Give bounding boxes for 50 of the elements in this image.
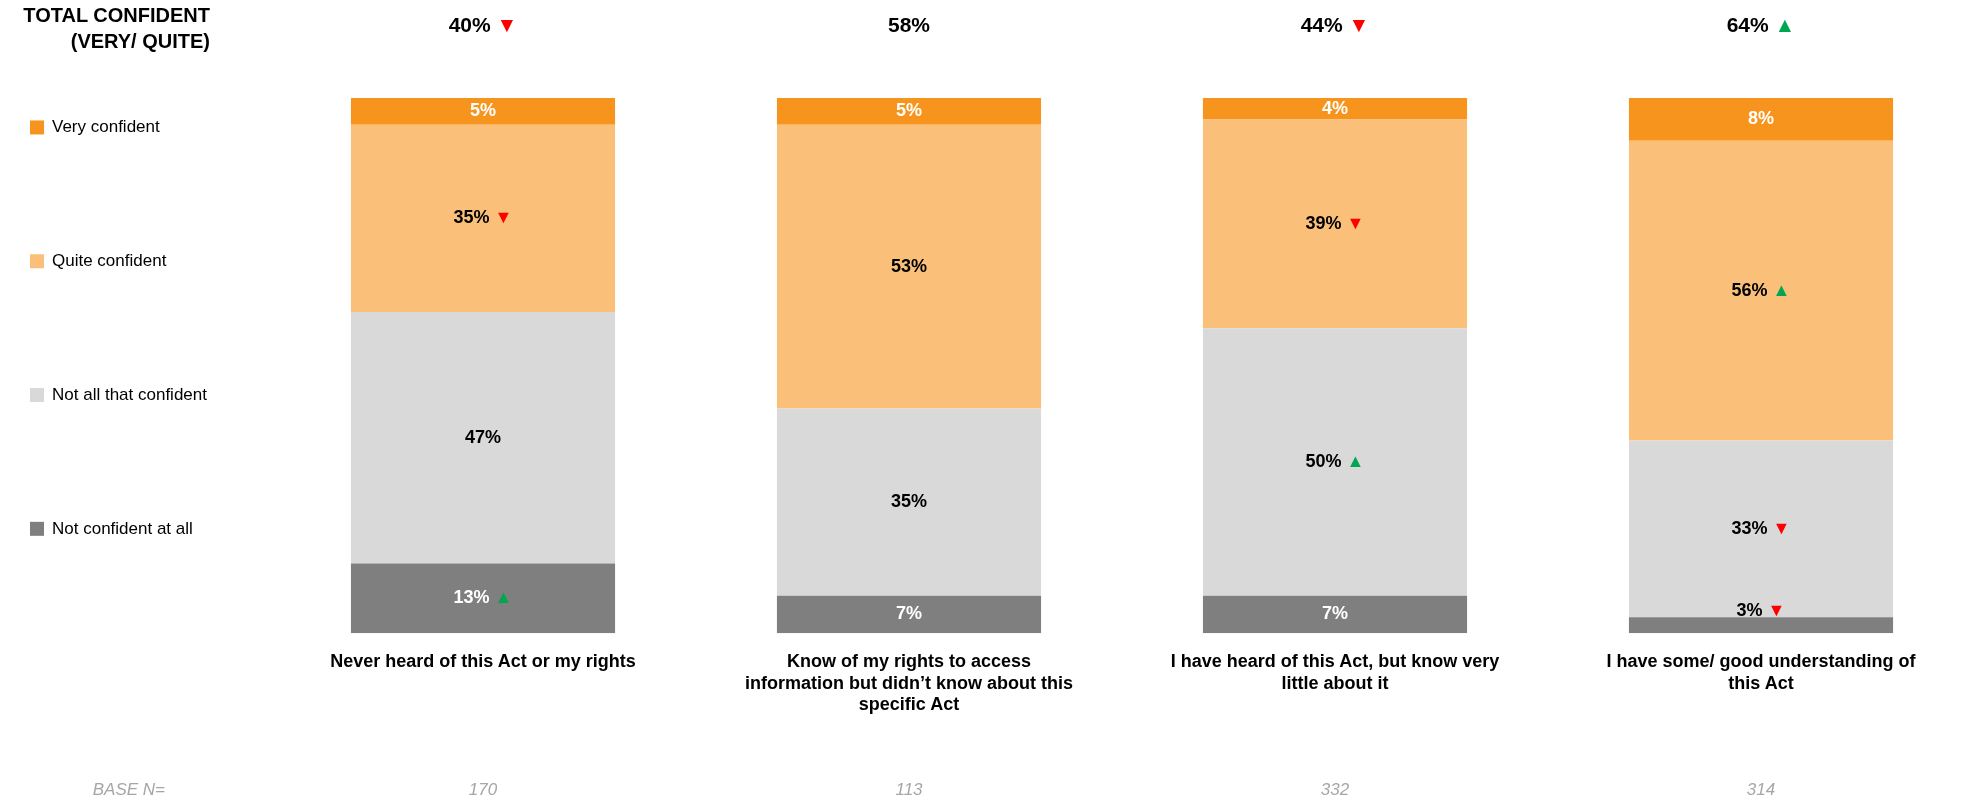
data-label: 5% [895, 100, 923, 121]
text: TOTAL CONFIDENT (VERY/ QUITE) [23, 3, 210, 52]
data-label: 4% [1321, 97, 1349, 118]
data-label: 35% [890, 491, 928, 512]
text: 40% ▼ [448, 12, 518, 36]
bar [1628, 140, 1894, 441]
bar [776, 408, 1042, 596]
legend-label: Quite confident [52, 250, 167, 270]
bar [1628, 98, 1894, 141]
x-tick-label: Know of my rights to access information but didn’t know about this specific Act [745, 650, 1073, 715]
bar [1202, 98, 1468, 120]
data-label: 39% ▼ [1305, 212, 1365, 233]
text: 170 [468, 779, 498, 799]
bar [776, 124, 1042, 409]
text: 58% [887, 12, 931, 36]
data-label: 33% ▼ [1731, 517, 1791, 538]
bar [1202, 119, 1468, 329]
data-label: 35% ▼ [453, 207, 513, 228]
bar [1202, 328, 1468, 596]
legend-label: Not confident at all [52, 518, 193, 538]
text: 314 [1746, 779, 1776, 799]
x-tick-label: I have some/ good understanding of this Act [1606, 650, 1917, 693]
bar [776, 595, 1042, 634]
text: BASE N= [92, 779, 166, 799]
data-label: 56% ▲ [1731, 279, 1791, 300]
data-label: 3% ▼ [1736, 600, 1786, 621]
x-tick-label: Never heard of this Act or my rights [330, 650, 636, 671]
bar [350, 124, 616, 313]
bar [1202, 595, 1468, 634]
data-label: 13% ▲ [453, 587, 513, 608]
legend-label: Not all that confident [52, 384, 208, 404]
data-label: 7% [1321, 603, 1349, 624]
text: 64% ▲ [1726, 12, 1796, 36]
data-label: 5% [469, 100, 497, 121]
text: 113 [895, 779, 924, 799]
bar [350, 98, 616, 125]
data-label: 47% [464, 426, 502, 447]
data-label: 8% [1747, 108, 1775, 129]
bar [1628, 617, 1894, 634]
bar [350, 312, 616, 564]
bar [350, 563, 616, 634]
data-label: 50% ▲ [1305, 450, 1365, 471]
legend-label: Very confident [52, 117, 161, 137]
bar [1628, 440, 1894, 618]
data-label: 7% [895, 603, 923, 624]
data-label: 53% [890, 255, 928, 276]
bar [776, 98, 1042, 125]
x-tick-label: I have heard of this Act, but know very little about it [1170, 650, 1500, 693]
text: 44% ▼ [1300, 12, 1370, 36]
text: 332 [1320, 779, 1350, 799]
